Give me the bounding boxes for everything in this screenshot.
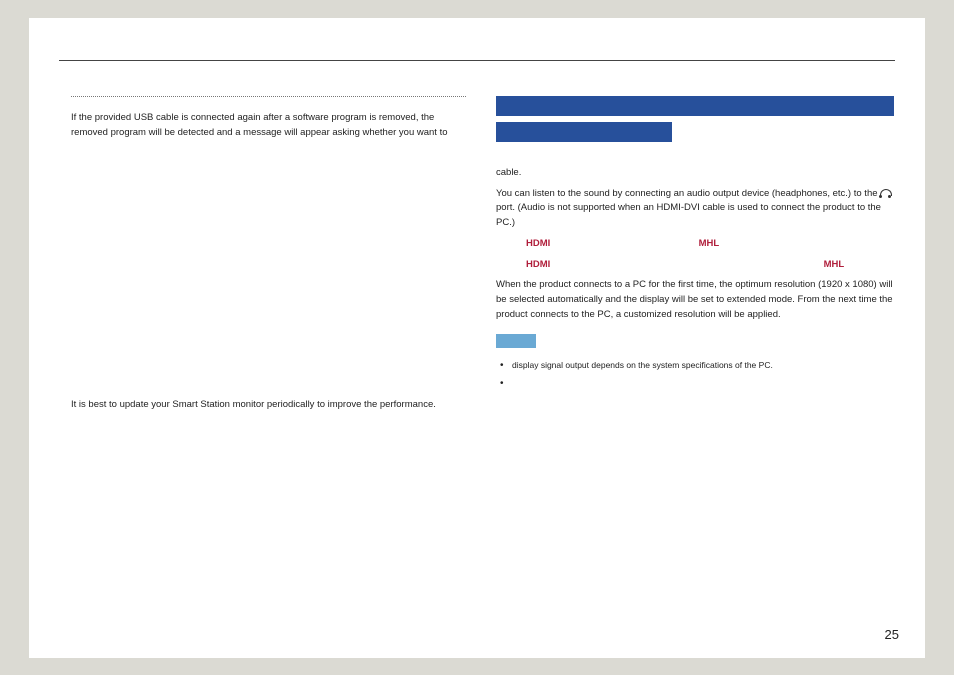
audio-pre-text: You can listen to the sound by connectin… [496, 188, 880, 199]
spacer [71, 146, 466, 398]
dotted-divider [71, 96, 466, 97]
mhl-label: MHL [699, 238, 720, 249]
port-labels-row-2: HDMI MHL [496, 258, 894, 273]
port-labels-row-1: HDMI MHL [496, 237, 894, 252]
left-column: If the provided USB cable is connected a… [71, 96, 466, 413]
right-column: cable. You can listen to the sound by co… [496, 96, 894, 377]
page-number: 25 [885, 627, 899, 642]
cable-fragment-text: cable. [496, 166, 894, 181]
hdmi-label: HDMI [526, 237, 696, 252]
bullet-1: display signal output depends on the sys… [500, 359, 894, 373]
usb-reconnect-text: If the provided USB cable is connected a… [71, 111, 466, 140]
section-heading-bar-2 [496, 122, 672, 142]
bullet-1-text: display signal output depends on the sys… [512, 360, 773, 370]
audio-post-text: port. (Audio is not supported when an HD… [496, 202, 881, 228]
headphone-icon [880, 189, 890, 197]
audio-info-text: You can listen to the sound by connectin… [496, 187, 894, 231]
section-heading-bar-1 [496, 96, 894, 116]
top-horizontal-rule [59, 60, 895, 61]
note-bullets: display signal output depends on the sys… [496, 359, 894, 373]
hdmi-label-2: HDMI [526, 258, 821, 273]
document-page: If the provided USB cable is connected a… [29, 18, 925, 658]
mhl-label-2: MHL [824, 259, 845, 270]
update-advice-text: It is best to update your Smart Station … [71, 398, 466, 413]
note-chip [496, 334, 536, 348]
resolution-text: When the product connects to a PC for th… [496, 278, 894, 322]
